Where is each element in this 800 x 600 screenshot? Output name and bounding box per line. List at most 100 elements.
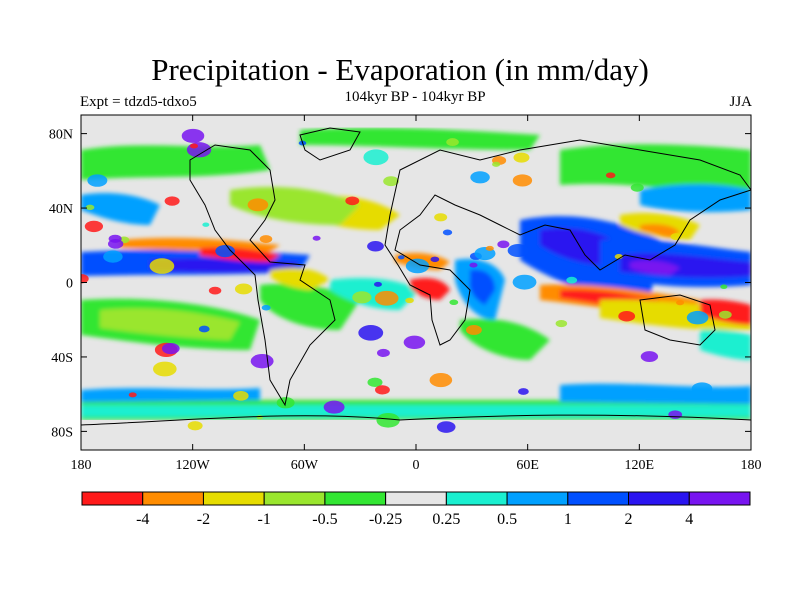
contour-speckle: [81, 273, 89, 284]
lon-tick-label: 180: [741, 458, 762, 473]
coastlines: [81, 127, 751, 426]
contour-speckle: [492, 161, 501, 167]
contour-speckle: [470, 171, 490, 184]
colorbar-label: 0.25: [432, 511, 460, 528]
contour-speckle: [108, 234, 122, 243]
contour-speckle: [512, 174, 533, 187]
contour-speckle: [376, 348, 390, 357]
lat-tick-label: 40N: [49, 202, 73, 217]
contour-speckle: [566, 276, 578, 284]
contour-speckle: [128, 392, 137, 398]
map-subtitle: 104kyr BP - 104kyr BP: [344, 89, 486, 105]
contour-speckle: [676, 300, 685, 306]
contour-speckle: [198, 325, 210, 333]
lon-tick-label: 60E: [516, 458, 539, 473]
contour-speckle: [691, 382, 713, 396]
contour-speckle: [374, 290, 399, 306]
contour-speckle: [555, 319, 568, 328]
contour-speckle: [718, 310, 732, 319]
north-atlantic-green: [230, 186, 360, 225]
contour-speckle: [512, 274, 537, 290]
colorbar: -4 -2 -1 -0.5 -0.25 0.25 0.5 1 2 4: [81, 491, 751, 528]
lon-tick-label: 0: [413, 458, 420, 473]
colorbar-swatch: [688, 491, 751, 506]
contour-speckle: [507, 243, 529, 257]
contour-speckle: [429, 373, 453, 388]
colorbar-label: 1: [564, 511, 572, 528]
longitude-ticks: 180 120W 60W 0 60E 120E 180: [71, 115, 762, 473]
colorbar-swatch: [567, 491, 630, 506]
contour-speckle: [469, 262, 478, 268]
east-asia-orange: [640, 223, 680, 238]
contour-speckle: [686, 310, 709, 325]
contour-speckle: [373, 281, 382, 287]
map-title: Precipitation - Evaporation (in mm/day): [151, 52, 649, 87]
contour-speckle: [323, 400, 345, 414]
lon-tick-label: 180: [71, 458, 92, 473]
lon-tick-label: 60W: [291, 458, 319, 473]
southern-ocean-blue-west: [81, 388, 260, 402]
contour-speckle: [149, 258, 175, 274]
contour-speckle: [161, 343, 180, 355]
colorbar-label: -2: [197, 511, 210, 528]
contour-speckle: [442, 229, 453, 236]
contour-speckle: [103, 250, 123, 263]
lat-tick-label: 40S: [51, 351, 73, 366]
colorbar-swatch: [506, 491, 569, 506]
colorbar-label: -0.25: [369, 511, 402, 528]
southern-ocean-band-cyan: [81, 405, 751, 417]
contour-speckle: [376, 412, 400, 428]
contour-speckle: [405, 258, 430, 274]
contour-speckle: [668, 410, 683, 419]
precip-evap-field: [81, 115, 751, 450]
contour-speckle: [465, 325, 482, 335]
central-africa-red: [410, 278, 450, 300]
contour-speckle: [449, 299, 459, 306]
south-indian-green: [460, 318, 550, 360]
contour-speckle: [215, 244, 235, 258]
tasman-cyan: [700, 329, 751, 360]
contour-speckle: [436, 421, 456, 433]
contour-speckle: [367, 241, 384, 252]
colorbar-label: 2: [625, 511, 633, 528]
colorbar-label: 0.5: [497, 511, 517, 528]
contour-speckle: [259, 235, 273, 243]
colorbar-label: -1: [258, 511, 271, 528]
contour-speckle: [513, 152, 530, 163]
east-africa-deep: [469, 269, 495, 305]
colorbar-swatch: [445, 491, 508, 506]
colorbar-label: -4: [136, 511, 149, 528]
contour-speckle: [345, 196, 360, 206]
contour-speckle: [618, 310, 636, 322]
contour-speckle: [430, 256, 440, 263]
colorbar-swatch: [385, 491, 447, 506]
north-pacific-blue-west: [81, 193, 160, 225]
colorbar-swatch: [142, 491, 204, 506]
arctic-green: [300, 127, 540, 150]
north-pacific-green: [81, 145, 270, 180]
contour-speckle: [446, 138, 459, 147]
contour-speckle: [153, 361, 177, 377]
lat-tick-label: 0: [66, 277, 73, 292]
contour-speckle: [485, 245, 494, 251]
colorbar-swatch: [324, 491, 387, 506]
latitude-ticks: 80N 40N 0 40S 80S: [49, 128, 751, 440]
contour-speckle: [208, 286, 222, 295]
australia-coast: [639, 294, 716, 346]
contour-speckle: [375, 385, 390, 395]
north-pacific-blue: [640, 184, 751, 213]
greenland-coast: [299, 127, 361, 161]
contour-speckle: [352, 291, 372, 304]
contour-speckle: [187, 421, 203, 431]
contour-speckle: [497, 240, 510, 249]
lat-tick-label: 80S: [51, 425, 73, 440]
colorbar-swatch: [202, 491, 265, 506]
contour-speckle: [164, 196, 180, 206]
season-label: JJA: [729, 94, 752, 110]
colorbar-swatch: [263, 491, 326, 506]
contour-speckle: [312, 235, 321, 241]
contour-speckle: [367, 377, 383, 388]
experiment-label: Expt = tdzd5-tdxo5: [80, 94, 197, 110]
contour-speckle: [250, 354, 274, 369]
contour-speckle: [181, 128, 205, 143]
